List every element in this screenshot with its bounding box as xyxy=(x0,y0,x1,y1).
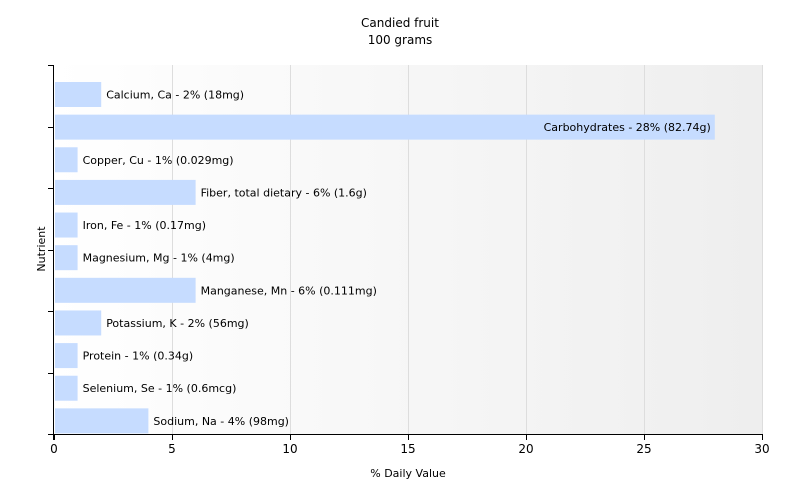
bar-label: Calcium, Ca - 2% (18mg) xyxy=(106,89,244,102)
x-axis-title: % Daily Value xyxy=(370,467,446,480)
bar xyxy=(55,114,715,140)
bar xyxy=(55,277,196,303)
bars-group: Calcium, Ca - 2% (18mg) Carbohydrates - 2… xyxy=(55,82,715,434)
bar xyxy=(55,343,78,369)
y-axis-title: Nutrient xyxy=(35,226,48,272)
chart-title: Candied fruit xyxy=(361,16,439,30)
chart-subtitle: 100 grams xyxy=(367,33,433,47)
x-tick-label: 15 xyxy=(400,442,415,456)
x-tick-label: 25 xyxy=(636,442,651,456)
x-tick-label: 0 xyxy=(50,442,58,456)
bar xyxy=(55,179,196,205)
x-tick-label: 5 xyxy=(168,442,176,456)
bar-label: Potassium, K - 2% (56mg) xyxy=(106,317,249,330)
bar xyxy=(55,212,78,238)
bar-label: Manganese, Mn - 6% (0.111mg) xyxy=(201,284,377,297)
x-tick-label: 30 xyxy=(754,442,769,456)
x-tick-label: 10 xyxy=(282,442,297,456)
x-tick-label: 20 xyxy=(518,442,533,456)
bar xyxy=(55,408,149,434)
bar-label: Carbohydrates - 28% (82.74g) xyxy=(544,121,711,134)
bar-label: Fiber, total dietary - 6% (1.6g) xyxy=(201,186,367,199)
bar-label: Iron, Fe - 1% (0.17mg) xyxy=(83,219,206,232)
bar-label: Magnesium, Mg - 1% (4mg) xyxy=(83,252,235,265)
bar-label: Sodium, Na - 4% (98mg) xyxy=(153,415,289,428)
bar xyxy=(55,147,78,173)
bar-label: Selenium, Se - 1% (0.6mcg) xyxy=(83,382,237,395)
bar xyxy=(55,82,102,107)
axes-group: 0 5 10 15 20 25 30 xyxy=(48,65,770,456)
bar-label: Copper, Cu - 1% (0.029mg) xyxy=(83,154,234,167)
bar-label: Protein - 1% (0.34g) xyxy=(83,350,194,363)
bar xyxy=(55,375,78,401)
bar xyxy=(55,310,102,336)
bar xyxy=(55,245,78,271)
